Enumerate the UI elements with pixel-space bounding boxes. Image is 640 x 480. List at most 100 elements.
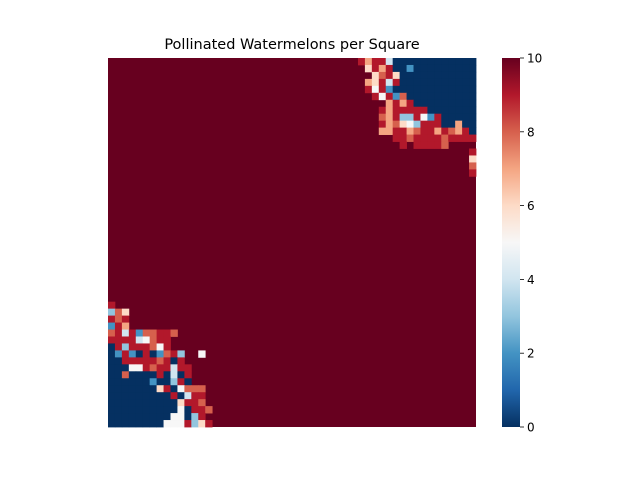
heatmap-cell	[441, 127, 449, 135]
heatmap-cell	[427, 85, 435, 94]
heatmap-cell	[114, 420, 123, 428]
heatmap-cell	[455, 64, 463, 73]
heatmap-cell	[108, 329, 116, 337]
heatmap-cell	[420, 58, 428, 66]
heatmap-cell	[177, 357, 185, 365]
heatmap-cell	[135, 350, 144, 358]
heatmap-cell	[378, 85, 387, 94]
heatmap-cell	[128, 371, 137, 379]
heatmap-cell	[108, 336, 116, 344]
heatmap-cell	[108, 371, 116, 379]
heatmap-cell	[121, 406, 130, 414]
heatmap-cell	[434, 58, 442, 66]
heatmap-cell	[108, 315, 116, 323]
heatmap-cell	[156, 357, 164, 365]
heatmap-cell	[469, 92, 477, 101]
heatmap-cell	[184, 420, 192, 428]
heatmap-cell	[156, 343, 164, 351]
heatmap-cell	[170, 357, 178, 365]
heatmap-cell	[406, 64, 414, 73]
heatmap-cell	[371, 58, 380, 66]
heatmap-cell	[448, 58, 456, 66]
heatmap-cell	[462, 85, 470, 94]
heatmap-cell	[364, 64, 373, 73]
heatmap-cell	[462, 134, 470, 142]
heatmap-cell	[184, 364, 192, 372]
heatmap-cell	[455, 71, 463, 80]
heatmap-cell	[434, 127, 442, 135]
heatmap-cell	[205, 420, 213, 428]
heatmap-cell	[163, 336, 171, 344]
heatmap-cell	[114, 406, 123, 414]
heatmap-cell	[399, 141, 407, 149]
heatmap-cell	[191, 420, 199, 428]
heatmap-cell	[420, 71, 428, 80]
heatmap-cell	[128, 357, 137, 365]
heatmap-cell	[135, 336, 144, 344]
heatmap-cell	[462, 127, 470, 135]
heatmap-cell	[177, 378, 185, 386]
heatmap-cell	[413, 78, 421, 87]
heatmap-cell	[142, 420, 151, 428]
colorbar-tick-label: 0	[527, 421, 535, 435]
heatmap-cell	[469, 162, 477, 170]
heatmap-cell	[385, 106, 394, 115]
heatmap-cell	[406, 58, 414, 66]
heatmap-cell	[406, 127, 414, 135]
heatmap-cell	[142, 385, 151, 393]
heatmap-cell	[420, 120, 428, 129]
heatmap-cell	[184, 413, 192, 421]
heatmap-cell	[434, 120, 442, 129]
heatmap-cell	[455, 106, 463, 115]
heatmap-cell	[128, 336, 137, 344]
heatmap-cell	[448, 113, 456, 122]
heatmap-cell	[191, 413, 199, 421]
heatmap-cell	[114, 336, 123, 344]
chart-title: Pollinated Watermelons per Square	[164, 37, 419, 53]
heatmap-cell	[378, 106, 387, 115]
heatmap-cell	[156, 399, 164, 407]
heatmap-cell	[392, 64, 401, 73]
heatmap-cell	[392, 78, 401, 87]
heatmap-cell	[121, 343, 130, 351]
heatmap-cell	[364, 85, 373, 94]
heatmap-cell	[413, 99, 421, 108]
heatmap-cell	[399, 58, 407, 66]
heatmap-cell	[184, 378, 192, 386]
heatmap-cell	[420, 92, 428, 101]
heatmap-cell	[135, 420, 144, 428]
heatmap-cell	[170, 329, 178, 337]
heatmap-cell	[399, 127, 407, 135]
heatmap-cell	[406, 71, 414, 80]
heatmap-cell	[448, 71, 456, 80]
heatmap-cell	[163, 357, 171, 365]
heatmap-cell	[177, 350, 185, 358]
heatmap-cell	[462, 99, 470, 108]
heatmap-cell	[114, 385, 123, 393]
colorbar-tick-label: 8	[527, 125, 535, 139]
heatmap-cell	[114, 392, 123, 400]
heatmap-cell	[163, 392, 171, 400]
heatmap-cell	[128, 378, 137, 386]
heatmap-cell	[406, 113, 414, 122]
heatmap-cell	[170, 406, 178, 414]
heatmap-cell	[163, 329, 171, 337]
heatmap-cell	[114, 322, 123, 330]
heatmap-cell	[434, 85, 442, 94]
heatmap-cell	[427, 92, 435, 101]
heatmap-cell	[434, 92, 442, 101]
heatmap-cell	[121, 308, 130, 316]
heatmap-cell	[128, 399, 137, 407]
heatmap-cell	[399, 106, 407, 115]
heatmap-cell	[170, 399, 178, 407]
heatmap-cell	[434, 106, 442, 115]
heatmap-cell	[142, 329, 151, 337]
heatmap-cell	[385, 58, 394, 66]
heatmap-cell	[191, 385, 199, 393]
heatmap-cell	[455, 78, 463, 87]
heatmap-cell	[135, 413, 144, 421]
heatmap-cell	[198, 413, 206, 421]
heatmap-cell	[121, 420, 130, 428]
heatmap-cell	[462, 113, 470, 122]
heatmap-cell	[427, 106, 435, 115]
